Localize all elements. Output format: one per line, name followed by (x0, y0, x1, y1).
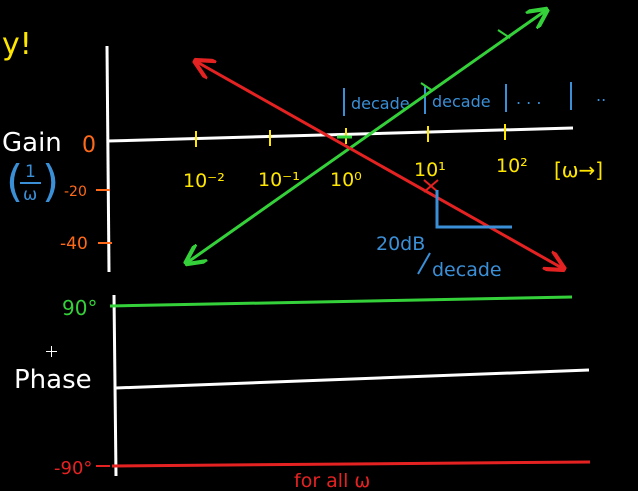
omega-axis-label: [ω→] (554, 158, 603, 182)
gain-minus40-label: -40 (60, 234, 88, 254)
phase-minus90-line (111, 460, 591, 468)
tick-label-10^-2: 10⁻² (183, 170, 225, 192)
tick-label-10^1: 10¹ (414, 159, 446, 181)
tick-label-10^2: 10² (496, 155, 528, 177)
crosshair-cursor-icon (46, 346, 57, 357)
tick-label-10^0: 10⁰ (330, 169, 362, 191)
fragment-top-text: y! (2, 27, 32, 62)
red-cross-b (423, 179, 439, 193)
slope-divider (417, 252, 431, 275)
gain-expression: ( 1 ω ) (6, 156, 59, 207)
phase-label: Phase (14, 365, 92, 395)
decade-label-1: decade (351, 94, 410, 113)
phase-vertical-axis (112, 294, 118, 477)
phase-zero-line (115, 368, 590, 390)
decade-trailing-dots: .. (596, 86, 606, 105)
phase-minus90-label: -90° (54, 458, 92, 479)
paren-close: ) (42, 156, 59, 207)
frac-numerator: 1 (25, 162, 36, 182)
gain-vertical-axis (105, 45, 111, 273)
frac-denominator: ω (23, 185, 37, 205)
slope-label-top: 20dB (376, 233, 425, 255)
phase-note: for all ω (294, 470, 370, 491)
paren-open: ( (6, 156, 23, 207)
decade-label-2: decade (432, 92, 491, 111)
gain-horizontal-axis (107, 126, 574, 143)
phase-plus90-line (109, 295, 573, 308)
slope-triangle (435, 190, 512, 229)
decade-dots: . . . (516, 89, 541, 108)
gain-label: Gain (2, 128, 62, 158)
gain-minus20-label: -20 (64, 184, 87, 200)
slope-label-bottom: decade (432, 259, 502, 281)
gain-zero-label: 0 (82, 133, 96, 158)
green-marker-2 (497, 29, 511, 39)
green-marker-1 (420, 82, 434, 92)
green-line-markers (420, 29, 511, 92)
red-gain-line (197, 62, 562, 268)
phase-plus90-label: 90° (62, 296, 97, 320)
